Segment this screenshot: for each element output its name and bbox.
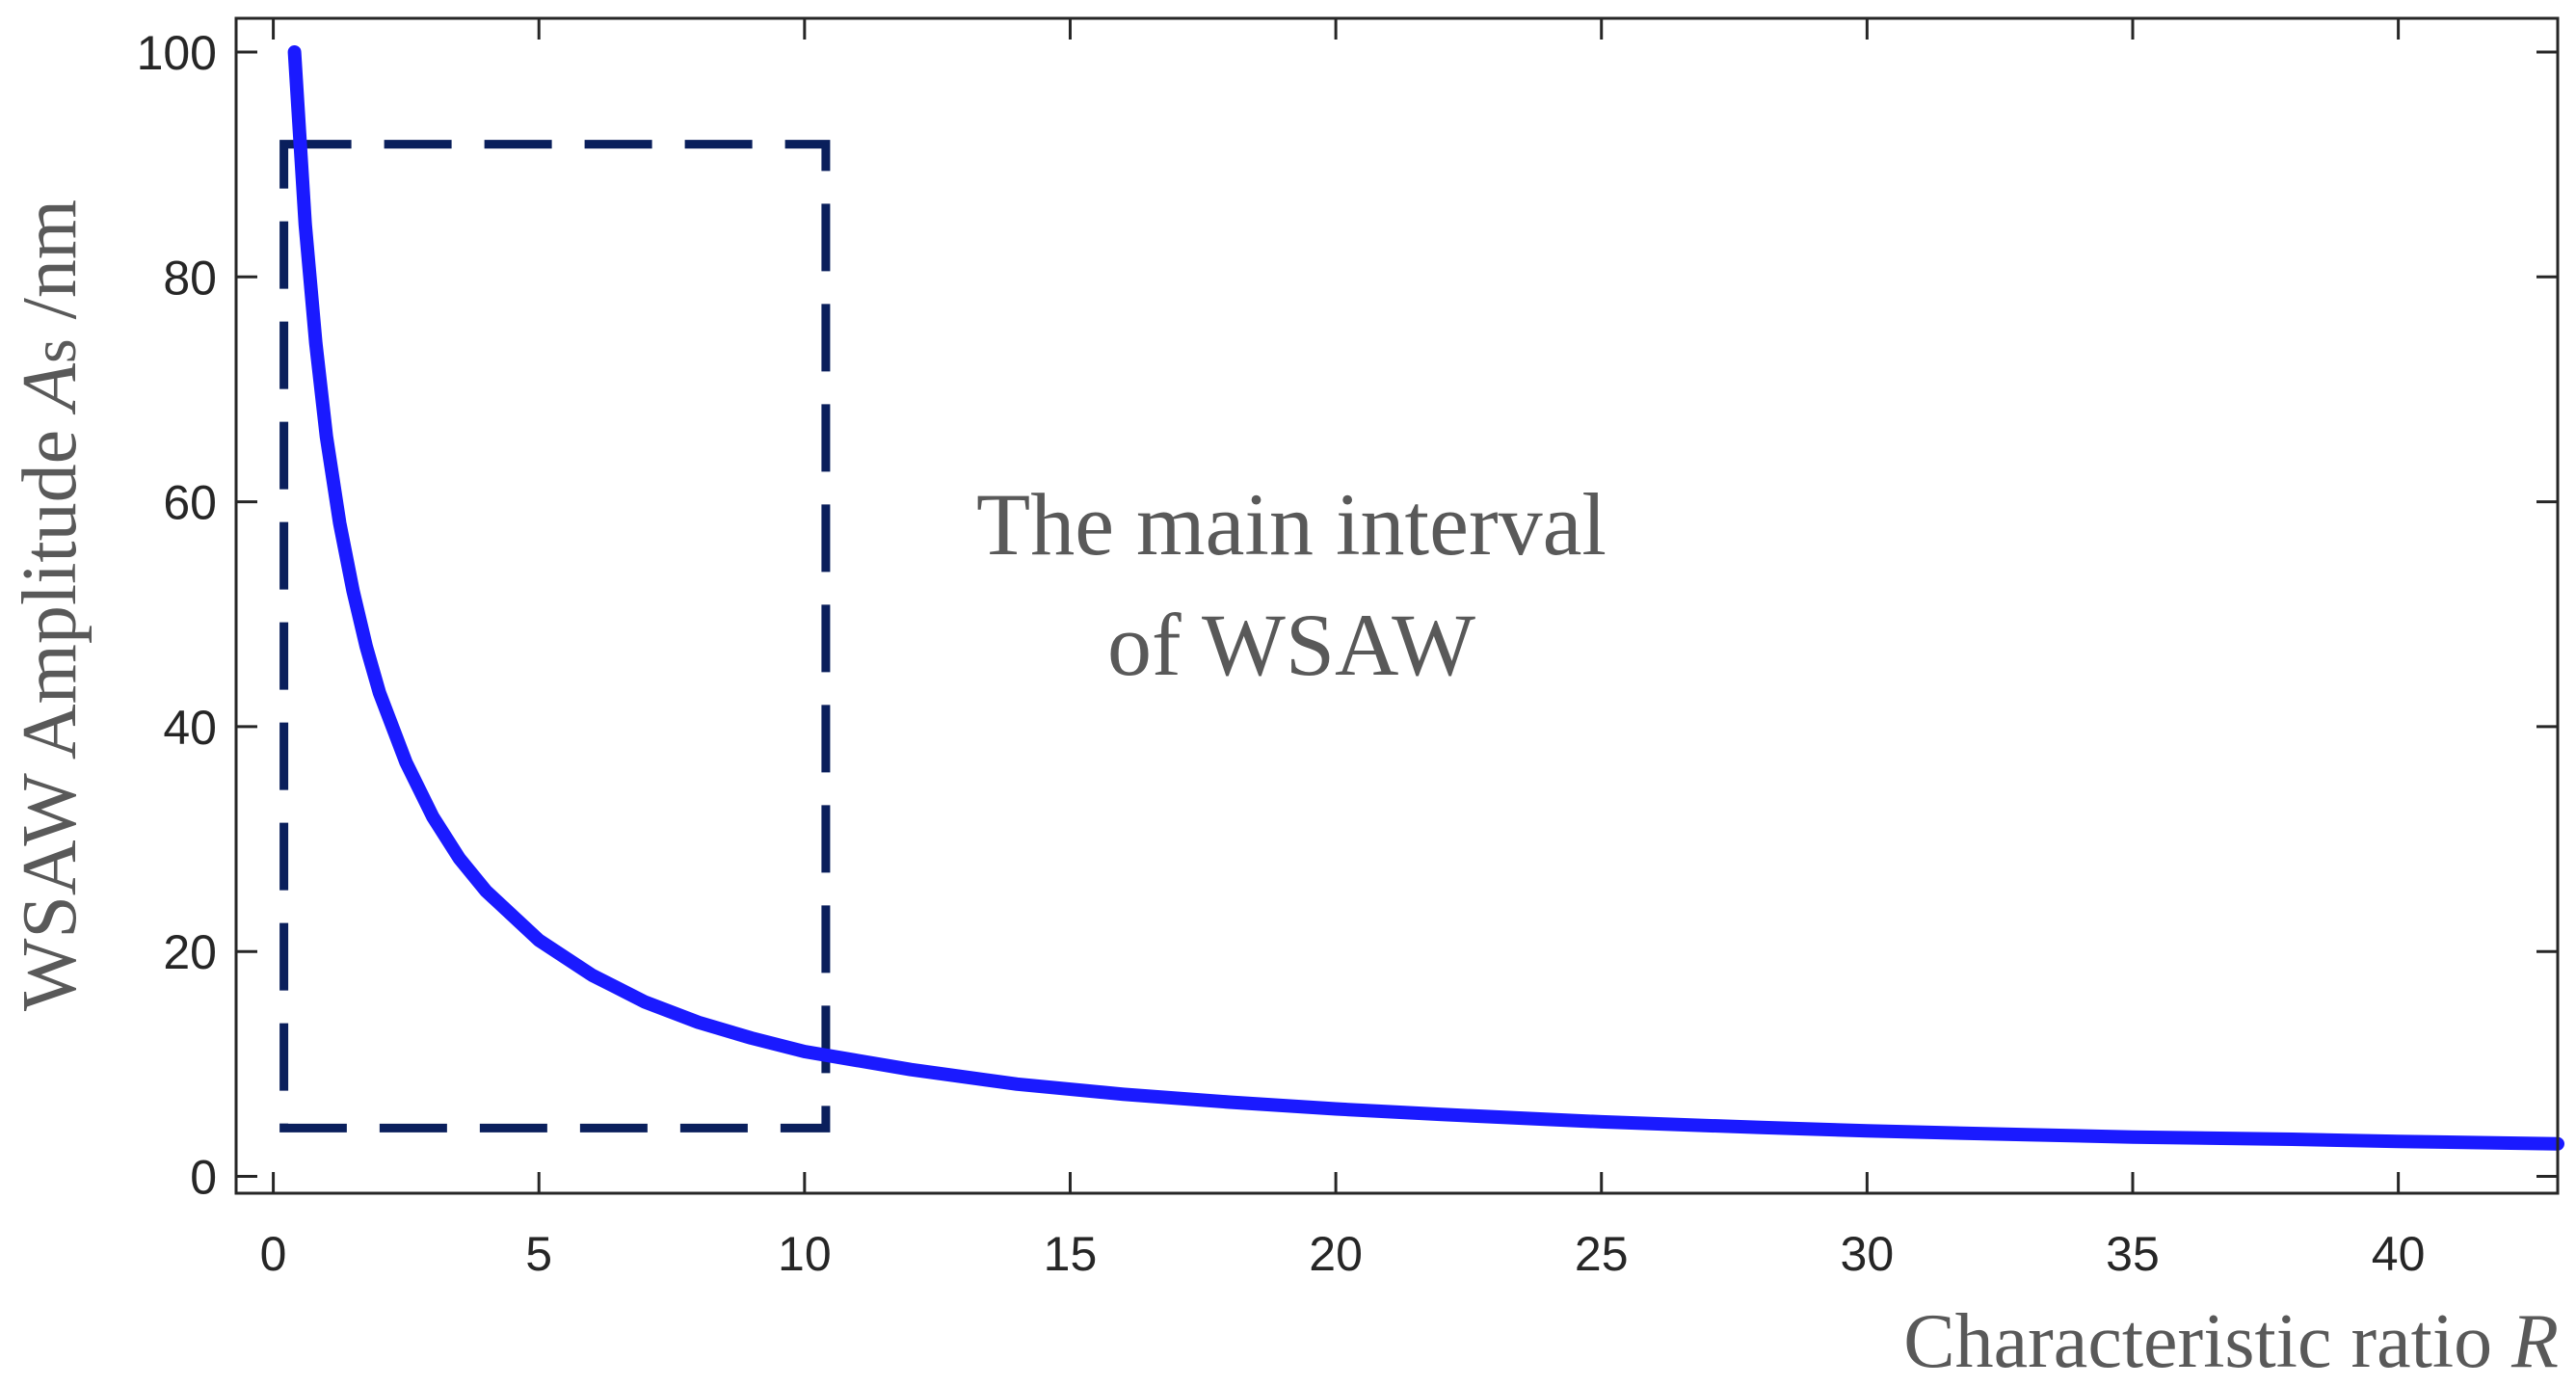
x-axis-label: Characteristic ratio R bbox=[1903, 1299, 2559, 1384]
y-tick-label: 100 bbox=[137, 26, 217, 80]
y-axis-label-var: A bbox=[8, 362, 93, 415]
y-tick-label: 0 bbox=[190, 1151, 217, 1205]
x-tick-label: 30 bbox=[1841, 1227, 1895, 1281]
annotation-line-2: of WSAW bbox=[1107, 596, 1475, 694]
main-interval-box bbox=[279, 140, 831, 1133]
y-axis-label: WSAW Amplitude As /nm bbox=[8, 200, 93, 1011]
x-tick-label: 35 bbox=[2106, 1227, 2160, 1281]
y-tick-label: 60 bbox=[163, 476, 217, 530]
x-tick-label: 25 bbox=[1575, 1227, 1629, 1281]
y-axis-label-sub: s bbox=[19, 338, 90, 363]
y-axis-label-prefix: WSAW Amplitude bbox=[8, 411, 93, 1011]
annotation-line-1: The main interval bbox=[976, 475, 1607, 573]
y-tick-label: 20 bbox=[163, 925, 217, 979]
x-axis-label-var: R bbox=[2510, 1299, 2559, 1384]
x-tick-label: 15 bbox=[1044, 1227, 1098, 1281]
x-tick-label: 0 bbox=[260, 1227, 287, 1281]
plot-frame bbox=[234, 16, 2560, 1195]
y-axis-label-unit: /nm bbox=[8, 200, 93, 338]
x-tick-label: 5 bbox=[525, 1227, 552, 1281]
y-tick-label: 80 bbox=[163, 251, 217, 305]
x-tick-label: 40 bbox=[2372, 1227, 2426, 1281]
series-line bbox=[287, 45, 2564, 1151]
x-axis-label-text: Characteristic ratio bbox=[1903, 1299, 2492, 1384]
x-tick-label: 20 bbox=[1309, 1227, 1363, 1281]
y-tick-label: 40 bbox=[163, 701, 217, 755]
x-tick-label: 10 bbox=[778, 1227, 832, 1281]
